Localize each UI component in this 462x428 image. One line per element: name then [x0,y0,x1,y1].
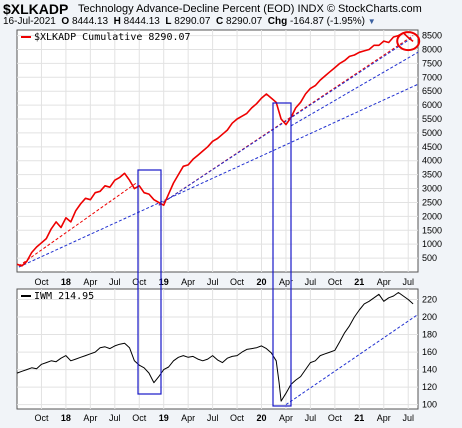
x-tick-label: Jul [207,413,219,423]
x-tick-label: Jul [402,277,414,287]
high-value: 8444.13 [123,16,160,27]
x-tick-label: Oct [34,413,49,423]
x-tick-label: Jul [109,277,121,287]
open-value: 8444.13 [71,16,109,27]
panel-2: 100 120 140 160 180 200 220 Oct 18 Apr Jul Oct 19 Apr… [16,288,437,423]
series-line [16,31,414,267]
x-tick-label: 21 [354,413,364,423]
open-label: O [61,16,70,27]
y-tick-label: 4500 [422,142,442,152]
chg-label: Chg [267,16,288,27]
x-tick-label: Oct [328,277,343,287]
dropdown-caret-icon[interactable]: ▼ [367,17,376,26]
x-tick-label: 21 [354,277,364,287]
chart-header: $XLKADP Technology Advance-Decline Perce… [0,0,462,30]
x-tick-label: 19 [159,413,169,423]
y-tick-label: 4000 [422,156,442,166]
x-tick-label: Jul [109,413,121,423]
x-tick-label: Apr [279,413,293,423]
trendline-blue [290,51,419,127]
x-tick-label: Apr [181,277,195,287]
plot-area [16,288,419,410]
highlight-box [137,169,162,395]
legend-text: $XLKADP Cumulative 8290.07 [34,32,191,43]
close-value: 8290.07 [226,16,263,27]
quote-date: 16-Jul-2021 [3,16,56,27]
plot-area [16,29,419,273]
chart-title: Technology Advance-Decline Percent (EOD) [78,3,295,15]
close-label: C [216,16,224,27]
y-tick-label: 3500 [422,170,442,180]
y-tick-label: 100 [422,400,437,410]
x-tick-label: Apr [279,277,293,287]
chart-title-line: Technology Advance-Decline Percent (EOD)… [78,3,422,15]
x-tick-label: Apr [83,413,97,423]
exchange-label: INDX [297,3,324,15]
x-tick-label: Apr [83,277,97,287]
x-tick-label: 18 [61,277,71,287]
y-tick-label: 8000 [422,44,442,54]
x-tick-label: 19 [159,277,169,287]
x-tick-label: Jul [402,413,414,423]
series-line [16,292,414,402]
x-tick-label: Oct [230,413,245,423]
y-tick-label: 6500 [422,86,442,96]
y-tick-label: 220 [422,295,437,305]
x-tick-label: Jul [207,277,219,287]
x-tick-label: 18 [61,413,71,423]
x-tick-label: Oct [328,413,343,423]
copyright-label: © StockCharts.com [326,3,422,15]
low-label: L [165,16,172,27]
x-tick-label: Apr [377,277,391,287]
y-tick-label: 200 [422,312,437,322]
low-value: 8290.07 [174,16,211,27]
y-tick-label: 180 [422,330,437,340]
legend-text: IWM 214.95 [34,291,94,302]
trendline-red [18,182,137,267]
y-tick-label: 1500 [422,225,442,235]
y-tick-label: 140 [422,365,437,375]
x-tick-label: Apr [377,413,391,423]
x-tick-label: 20 [257,413,267,423]
chg-value: -164.87 (-1.95%) [289,16,366,27]
x-tick-label: Oct [132,413,147,423]
x-tick-label: Oct [132,277,147,287]
highlight-box [272,102,292,407]
x-tick-label: Apr [181,413,195,423]
y-tick-label: 500 [422,253,437,263]
high-label: H [113,16,121,27]
x-tick-label: Jul [305,413,317,423]
x-tick-label: Jul [305,277,317,287]
x-tick-label: Oct [34,277,49,287]
y-tick-label: 160 [422,347,437,357]
y-tick-label: 1000 [422,239,442,249]
y-tick-label: 5000 [422,128,442,138]
symbol-label: $XLKADP [3,1,69,17]
panel-1: 500 1000 1500 2000 2500 3000 3500 4000 4500 5000 5… [16,29,442,287]
x-tick-label: 20 [257,277,267,287]
y-tick-label: 6000 [422,100,442,110]
y-tick-label: 5500 [422,114,442,124]
y-tick-label: 2000 [422,211,442,221]
y-tick-label: 7500 [422,58,442,68]
trendline-blue [158,36,414,206]
y-tick-label: 120 [422,382,437,392]
quote-line: 16-Jul-2021 O 8444.13 H 8444.13 L 8290.0… [3,16,376,27]
trendline-blue [285,313,419,406]
x-tick-label: Oct [230,277,245,287]
highlight-circle [396,31,421,52]
y-tick-label: 7000 [422,72,442,82]
y-tick-label: 3000 [422,184,442,194]
trendline-blue [18,83,419,268]
y-tick-label: 8500 [422,31,442,41]
y-tick-label: 2500 [422,197,442,207]
